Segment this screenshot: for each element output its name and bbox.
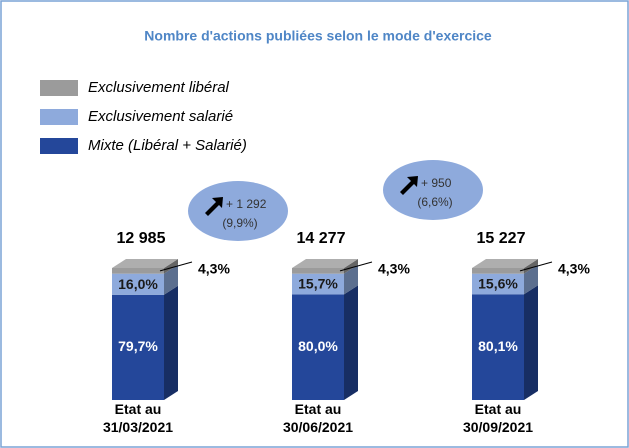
- bar-segment: [112, 285, 178, 400]
- legend-label: Exclusivement salarié: [88, 108, 233, 125]
- bar-front: [292, 294, 344, 400]
- x-tick-label: Etat au 30/09/2021: [462, 401, 534, 435]
- bar-segment: [472, 285, 538, 400]
- bar-segment: [292, 285, 358, 400]
- bar-segment: [472, 264, 538, 295]
- bar-side: [524, 259, 538, 274]
- bar-front: [112, 268, 164, 274]
- bar-side: [344, 285, 358, 400]
- bar-front: [472, 268, 524, 274]
- bar-front: [292, 273, 344, 295]
- total-label: 12 985: [117, 230, 166, 247]
- bar-side: [344, 264, 358, 295]
- bar-side: [524, 285, 538, 400]
- value-label: 4,3%: [378, 261, 410, 277]
- legend-swatch: [40, 109, 78, 125]
- bar-side: [164, 285, 178, 400]
- bar-top: [112, 259, 178, 268]
- value-label: 15,7%: [298, 276, 338, 292]
- leader-line: [339, 261, 373, 272]
- bar-front: [112, 294, 164, 400]
- chart-title: Nombre d'actions publiées selon le mode …: [144, 28, 492, 44]
- legend-label: Mixte (Libéral + Salarié): [88, 137, 247, 154]
- bar-top: [292, 259, 358, 268]
- annotation: + 950: [421, 176, 452, 190]
- x-tick-label: Etat au 30/06/2021: [282, 401, 354, 435]
- value-label: 15,6%: [478, 276, 518, 292]
- bar-side: [524, 264, 538, 295]
- annotation: + 1 292: [226, 197, 267, 211]
- total-label: 14 277: [297, 230, 346, 247]
- value-label: 4,3%: [198, 261, 230, 277]
- bar-side: [164, 259, 178, 274]
- leader-line: [159, 261, 193, 272]
- value-label: 80,1%: [478, 338, 518, 354]
- value-label: 4,3%: [558, 261, 590, 277]
- bar-segment: [112, 259, 178, 274]
- bar-front: [112, 273, 164, 295]
- bar-side: [344, 259, 358, 274]
- legend-swatch: [40, 80, 78, 96]
- bar-segment: [292, 259, 358, 274]
- legend-swatch: [40, 138, 78, 154]
- leader-line: [519, 261, 553, 272]
- bar-front: [472, 294, 524, 400]
- bar-top: [472, 259, 538, 268]
- arrow-icon: [205, 197, 223, 216]
- bar-side: [164, 264, 178, 295]
- annotation-sub: (6,6%): [417, 195, 452, 209]
- bar-segment: [112, 264, 178, 295]
- bar-front: [472, 273, 524, 295]
- value-label: 16,0%: [118, 276, 158, 292]
- bar-front: [292, 268, 344, 274]
- total-label: 15 227: [477, 230, 526, 247]
- legend-label: Exclusivement libéral: [88, 79, 230, 96]
- arrow-icon: [400, 176, 418, 195]
- value-label: 79,7%: [118, 338, 158, 354]
- bar-segment: [292, 264, 358, 295]
- growth-bubble: [383, 160, 483, 220]
- bar-segment: [472, 259, 538, 274]
- value-label: 80,0%: [298, 338, 338, 354]
- growth-bubble: [188, 181, 288, 241]
- annotation-sub: (9,9%): [222, 216, 257, 230]
- x-tick-label: Etat au 31/03/2021: [102, 401, 174, 435]
